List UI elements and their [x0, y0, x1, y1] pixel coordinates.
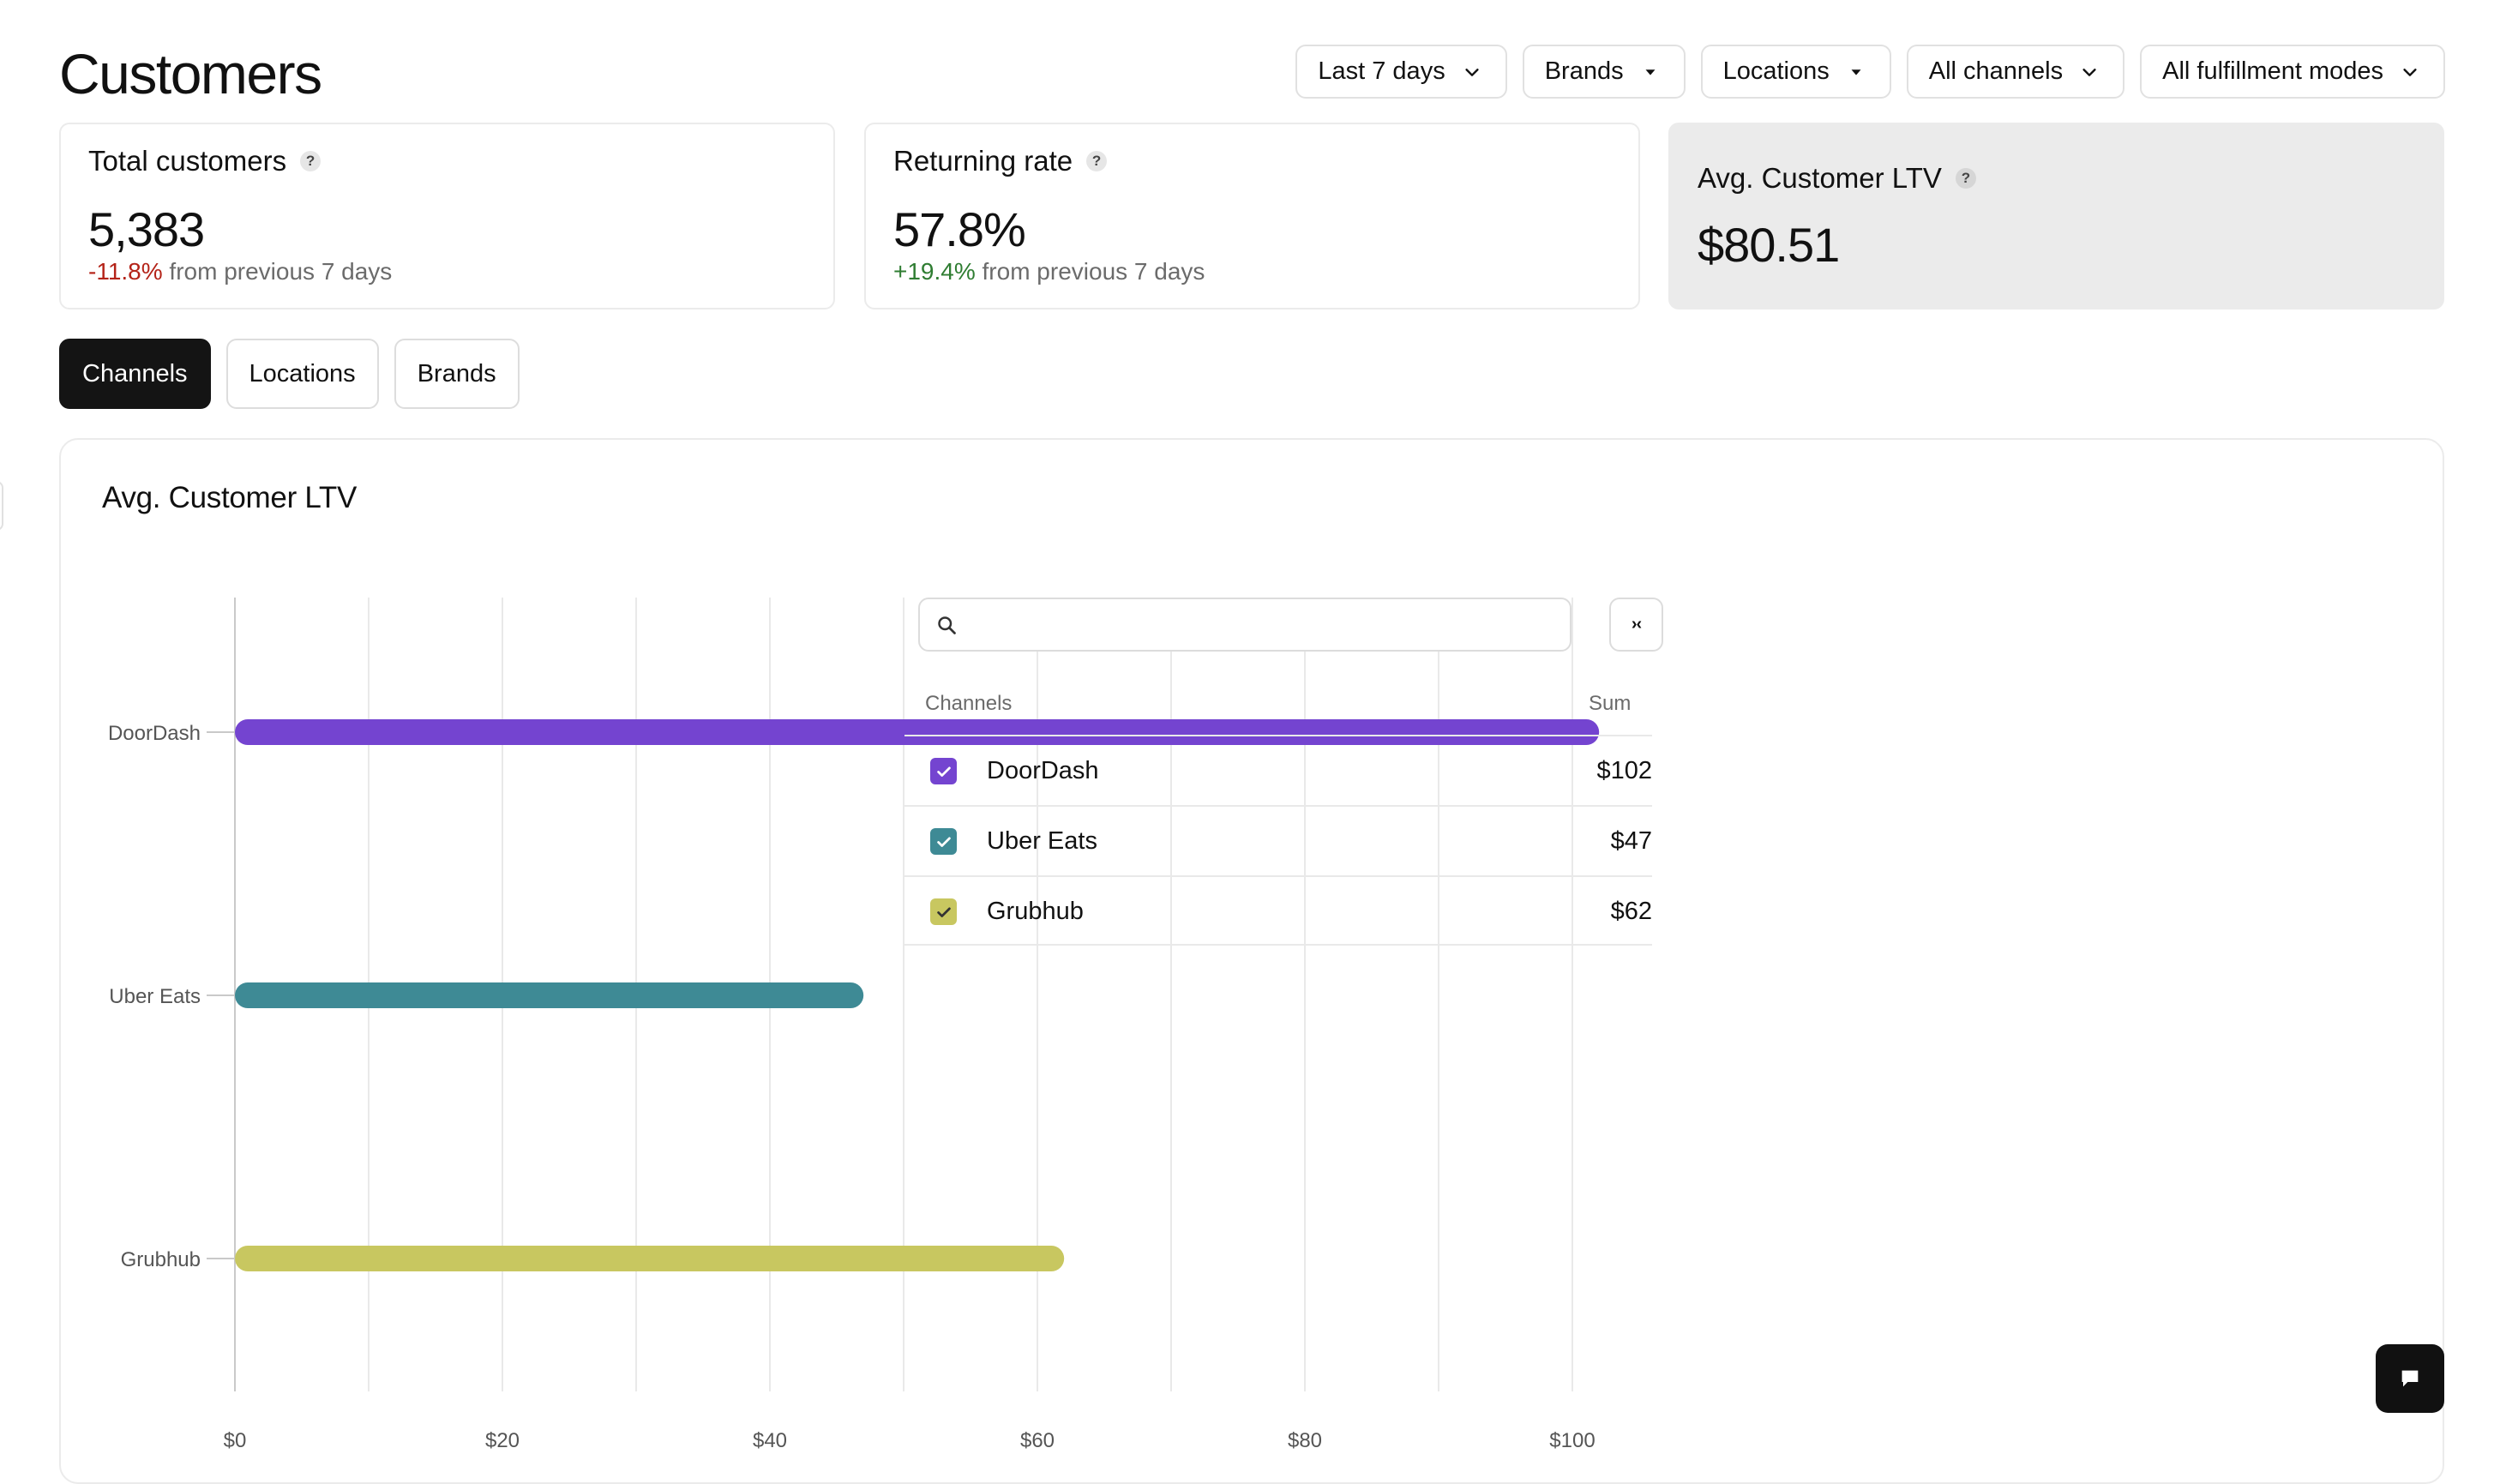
returning-rate-delta: +19.4% from previous 7 days	[893, 258, 1205, 285]
x-tick-label: $0	[224, 1429, 247, 1451]
delta-suffix: from previous 7 days	[982, 258, 1205, 285]
collapse-icon[interactable]: ›‹	[1609, 598, 1663, 652]
column-header-channels[interactable]: Channels	[925, 692, 1013, 715]
locations-filter[interactable]: Locations	[1700, 45, 1891, 99]
column-header-sum[interactable]: Sum	[1589, 692, 1632, 715]
filter-bar: Last 7 days Brands Locations All channel…	[1295, 45, 2445, 99]
check-icon	[936, 907, 951, 917]
channels-filter-label: All channels	[1928, 57, 2064, 85]
avg-ltv-label: Avg. Customer LTV	[1698, 162, 1942, 194]
total-customers-label-row: Total customers ?	[88, 145, 322, 177]
total-customers-value: 5,383	[88, 202, 205, 256]
tab-brands[interactable]: Brands	[394, 339, 520, 409]
category-label: Uber Eats	[109, 985, 201, 1008]
page-title: Customers	[59, 42, 322, 105]
x-tick-label: $60	[1020, 1429, 1055, 1451]
x-tick-label: $40	[753, 1429, 787, 1451]
x-tick-label: $20	[485, 1429, 520, 1451]
tab-channels[interactable]: Channels	[59, 339, 211, 409]
avg-ltv-label-row: Avg. Customer LTV ?	[1698, 162, 1976, 195]
bar-uber-eats	[235, 982, 864, 1008]
search-box[interactable]	[918, 598, 1572, 652]
table-row[interactable]: Uber Eats $47	[904, 805, 1652, 875]
tab-locations[interactable]: Locations	[225, 339, 379, 409]
row-sum: $47	[1610, 827, 1652, 855]
locations-filter-label: Locations	[1722, 57, 1830, 85]
checkbox-grubhub[interactable]	[930, 898, 957, 925]
chevron-down-icon	[2082, 68, 2096, 76]
sidebar-toggle-handle[interactable]	[0, 481, 3, 531]
row-sum: $62	[1610, 898, 1652, 925]
ltv-chart-panel: Avg. Customer LTV $0 $20 $40 $60 $80 $100 Door…	[59, 438, 2444, 1484]
help-icon[interactable]: ?	[1955, 168, 1976, 189]
checkbox-uber-eats[interactable]	[930, 828, 957, 855]
avg-ltv-card[interactable]: Avg. Customer LTV ? $80.51	[1668, 123, 2444, 309]
chevron-down-icon	[2403, 68, 2417, 76]
help-icon[interactable]: ?	[300, 151, 322, 171]
x-tick-label: $80	[1288, 1429, 1322, 1451]
caret-down-icon	[1645, 69, 1656, 75]
fulfillment-mode-filter-label: All fulfillment modes	[2162, 57, 2383, 85]
date-range-filter[interactable]: Last 7 days	[1295, 45, 1507, 99]
x-tick-label: $100	[1549, 1429, 1595, 1451]
returning-rate-value: 57.8%	[893, 202, 1026, 256]
brands-filter[interactable]: Brands	[1522, 45, 1686, 99]
brands-filter-label: Brands	[1544, 57, 1624, 85]
channels-filter[interactable]: All channels	[1906, 45, 2125, 99]
fulfillment-mode-filter[interactable]: All fulfillment modes	[2140, 45, 2445, 99]
check-icon	[936, 766, 951, 777]
bar-grubhub	[235, 1246, 1065, 1271]
table-row[interactable]: Grubhub $62	[904, 875, 1652, 946]
total-customers-label: Total customers	[88, 145, 287, 177]
returning-rate-label-row: Returning rate ?	[893, 145, 1108, 177]
returning-rate-card: Returning rate ? 57.8% +19.4% from previ…	[864, 123, 1640, 309]
delta-value: -11.8%	[88, 258, 163, 285]
row-name: Grubhub	[987, 898, 1084, 925]
date-range-filter-label: Last 7 days	[1318, 57, 1445, 85]
panel-title: Avg. Customer LTV	[102, 481, 358, 514]
row-name: Uber Eats	[987, 827, 1097, 855]
chat-icon	[2401, 1370, 2419, 1387]
row-sum: $102	[1596, 757, 1652, 784]
chat-button[interactable]	[2376, 1344, 2444, 1413]
returning-rate-label: Returning rate	[893, 145, 1073, 177]
caret-down-icon	[1851, 69, 1861, 75]
category-label: DoorDash	[108, 722, 201, 745]
table-row[interactable]: DoorDash $102	[904, 735, 1652, 805]
category-label: Grubhub	[121, 1248, 201, 1271]
total-customers-card: Total customers ? 5,383 -11.8% from prev…	[59, 123, 835, 309]
ltv-bar-chart: $0 $20 $40 $60 $80 $100 DoorDash Uber Eats Grubh…	[108, 598, 1600, 1451]
avg-ltv-value: $80.51	[1698, 218, 1840, 272]
row-name: DoorDash	[987, 757, 1099, 784]
check-icon	[936, 837, 951, 847]
bar-doordash	[235, 719, 1600, 745]
chevron-down-icon	[1465, 68, 1479, 76]
total-customers-delta: -11.8% from previous 7 days	[88, 258, 392, 285]
delta-value: +19.4%	[893, 258, 976, 285]
help-icon[interactable]: ?	[1086, 151, 1108, 171]
breakdown-tabs: Channels Locations Brands	[59, 339, 520, 409]
search-icon	[938, 616, 956, 634]
delta-suffix: from previous 7 days	[169, 258, 393, 285]
search-input[interactable]	[968, 604, 1559, 646]
checkbox-doordash[interactable]	[930, 758, 957, 784]
